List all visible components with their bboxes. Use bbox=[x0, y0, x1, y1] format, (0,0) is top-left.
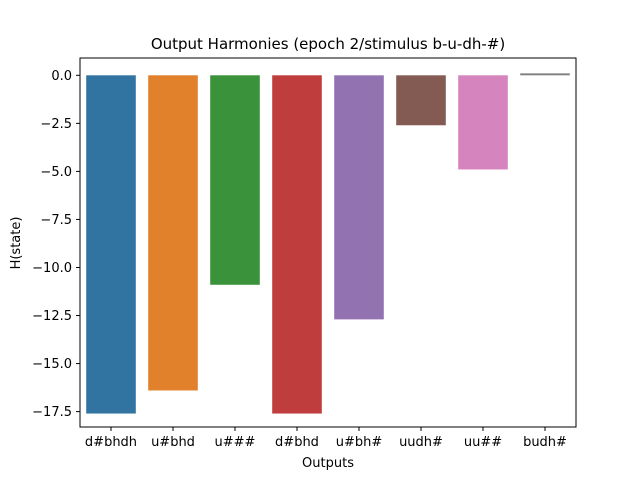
bar-u### bbox=[210, 75, 260, 285]
y-tick-label: −7.5 bbox=[40, 213, 72, 228]
x-tick-label: u#bh# bbox=[336, 435, 383, 450]
x-tick-label: uudh# bbox=[399, 435, 443, 450]
y-tick-label: −5.0 bbox=[40, 165, 72, 180]
y-tick-label: −2.5 bbox=[40, 117, 72, 132]
x-tick-label: u#bhd bbox=[151, 435, 195, 450]
y-axis-label: H(state) bbox=[9, 217, 24, 270]
x-tick-label: u### bbox=[215, 435, 256, 450]
bar-u#bh# bbox=[334, 75, 384, 320]
y-tick-label: 0.0 bbox=[51, 69, 72, 84]
bar-d#bhd bbox=[272, 75, 322, 414]
x-tick-label: budh# bbox=[523, 435, 567, 450]
y-tick-label: −12.5 bbox=[32, 309, 72, 324]
bar-uudh# bbox=[396, 75, 446, 126]
bar-u#bhd bbox=[148, 75, 198, 391]
y-tick-label: −17.5 bbox=[32, 405, 72, 420]
x-tick-label: d#bhdh bbox=[85, 435, 137, 450]
chart-title: Output Harmonies (epoch 2/stimulus b-u-d… bbox=[151, 35, 505, 53]
y-axis-ticks: 0.0 −2.5 −5.0 −7.5 −10.0 −12.5 −15.0 −17.5 bbox=[32, 69, 80, 420]
x-axis-label: Outputs bbox=[302, 456, 354, 471]
y-tick-label: −15.0 bbox=[32, 357, 72, 372]
plot-frame bbox=[79, 57, 577, 428]
bar-budh# bbox=[520, 73, 570, 76]
x-tick-label: d#bhd bbox=[275, 435, 319, 450]
bar-d#bhdh bbox=[86, 75, 136, 414]
x-axis-ticks: d#bhdh u#bhd u### d#bhd u#bh# uudh# uu## budh# bbox=[85, 427, 567, 450]
x-tick-label: uu## bbox=[464, 435, 502, 450]
bar-uu## bbox=[458, 75, 508, 170]
bars-group bbox=[86, 73, 570, 414]
y-tick-label: −10.0 bbox=[32, 261, 72, 276]
